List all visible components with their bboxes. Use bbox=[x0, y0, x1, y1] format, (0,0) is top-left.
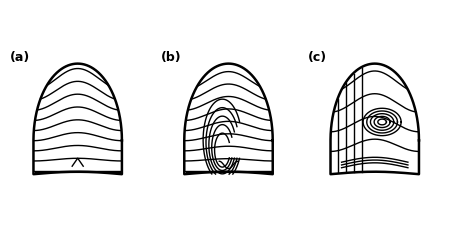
Text: (a): (a) bbox=[11, 51, 31, 64]
Text: (b): (b) bbox=[161, 51, 182, 64]
Text: (c): (c) bbox=[308, 51, 327, 64]
